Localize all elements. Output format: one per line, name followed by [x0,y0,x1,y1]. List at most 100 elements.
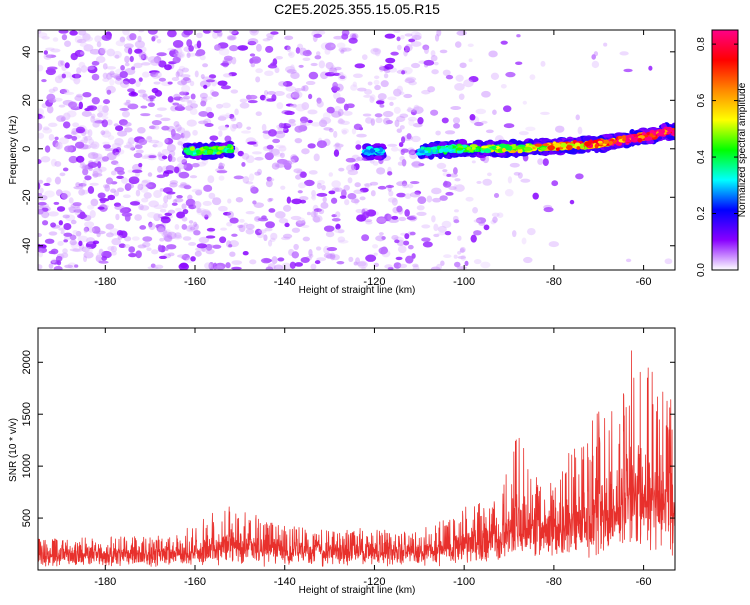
snr-ylabel: SNR (10 * v/v) [8,418,19,482]
heatmap-cell [208,74,217,79]
heatmap-cell [158,77,167,82]
heatmap-cell [69,30,78,36]
heatmap-cell [302,57,311,61]
heatmap-cell [492,109,497,115]
heatmap-cell [334,105,342,112]
heatmap-cell [623,68,633,73]
heatmap-cell [188,204,197,210]
heatmap-cell [534,143,543,147]
heatmap-cell [73,185,84,190]
heatmap-cell [335,97,346,104]
heatmap-cell [487,172,492,177]
heatmap-cell [378,232,384,236]
heatmap-cell [351,128,357,135]
y-tick-label: 20 [21,94,33,106]
heatmap-cell [87,152,99,159]
heatmap-cell [405,255,414,264]
y-tick-label: 40 [21,46,33,58]
heatmap-cell [517,144,526,147]
heatmap-cell [285,103,294,107]
heatmap-cell [463,79,474,88]
heatmap-cell [57,60,63,67]
heatmap-cell [189,226,196,231]
heatmap-cell [275,163,286,168]
heatmap-cell [159,187,165,192]
heatmap-cell [220,227,228,231]
heatmap-cell [173,96,184,101]
heatmap-cell [84,221,95,228]
heatmap-cell [102,72,108,79]
heatmap-cell [245,181,254,185]
heatmap-cell [291,198,303,205]
heatmap-cell [182,77,190,82]
heatmap-cell [579,143,584,149]
heatmap-cell [464,260,469,266]
heatmap-cell [115,40,126,47]
heatmap-cell [430,54,438,62]
heatmap-cell [219,236,227,244]
heatmap-cell [330,86,341,92]
heatmap-cell [99,47,107,54]
heatmap-cell [353,123,363,130]
spectrogram-xlabel: Height of straight line (km) [299,285,416,296]
heatmap-cell [203,184,213,192]
heatmap-cell [248,94,258,100]
heatmap-cell [172,199,178,204]
heatmap-cell [359,196,366,201]
heatmap-cell [167,96,174,103]
heatmap-cell [231,30,239,36]
heatmap-cell [186,52,191,59]
heatmap-cell [515,61,523,65]
heatmap-cell [272,138,280,144]
heatmap-cell [377,185,387,190]
heatmap-cell [87,186,95,194]
heatmap-cell [391,215,399,220]
heatmap-cell [517,172,523,179]
heatmap-cell [352,81,357,88]
heatmap-cell [314,55,322,60]
heatmap-cell [113,123,119,127]
heatmap-cell [48,133,55,141]
heatmap-cell [447,144,453,150]
heatmap-cell [265,45,274,53]
heatmap-cell [540,111,550,115]
heatmap-cell [205,106,213,113]
heatmap-cell [356,133,367,138]
heatmap-cell [213,30,222,34]
heatmap-cell [522,100,527,105]
heatmap-cell [372,161,379,166]
heatmap-cell [431,187,442,195]
heatmap-cell [252,200,257,205]
heatmap-cell [263,89,269,96]
heatmap-cell [468,148,474,153]
heatmap-cell [126,141,132,148]
heatmap-cell [80,51,85,55]
heatmap-cell [181,203,187,210]
heatmap-cell [293,90,300,98]
heatmap-cell [375,235,386,242]
heatmap-cell [473,219,482,223]
heatmap-cell [370,118,376,126]
heatmap-cell [217,146,224,150]
heatmap-cell [521,237,527,245]
heatmap-cell [114,151,121,157]
heatmap-cell [123,43,134,49]
heatmap-cell [384,264,393,269]
heatmap-cell [469,114,476,121]
heatmap-cell [361,266,366,270]
heatmap-cell [475,217,487,224]
heatmap-cell [316,182,322,190]
heatmap-cell [253,143,259,147]
y-tick-label: 1000 [21,454,33,478]
heatmap-cell [142,241,151,248]
heatmap-cell [216,103,224,109]
heatmap-cell [44,190,55,198]
heatmap-cell [245,228,255,235]
heatmap-cell [490,72,500,80]
heatmap-cell [671,130,675,134]
heatmap-cell [337,239,349,244]
heatmap-cell [282,127,289,134]
heatmap-cell [373,155,383,161]
heatmap-cell [242,176,250,184]
heatmap-cell [287,52,293,56]
